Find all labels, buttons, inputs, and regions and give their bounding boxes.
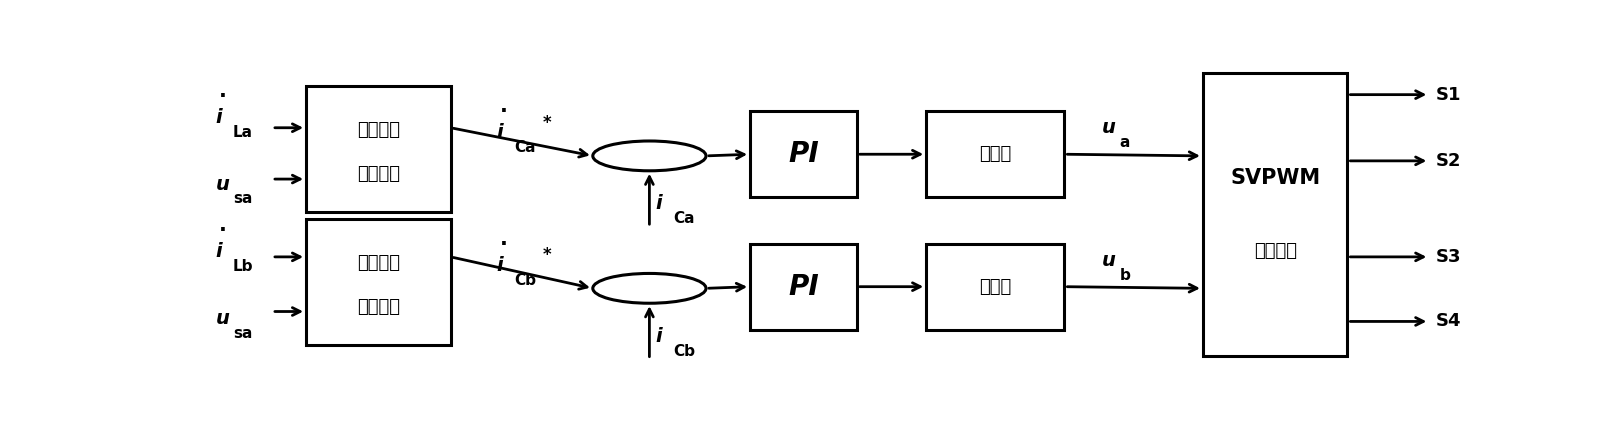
Text: 检测算法: 检测算法 [357, 298, 399, 316]
Text: PI: PI [789, 273, 820, 301]
Bar [307, 219, 451, 344]
Bar [750, 244, 857, 330]
Text: u: u [1102, 118, 1117, 137]
Text: u: u [1102, 251, 1117, 270]
Text: 单相电流: 单相电流 [357, 254, 399, 272]
Text: S1: S1 [1436, 86, 1461, 104]
Text: .: . [500, 229, 508, 249]
Text: i: i [497, 123, 503, 142]
Text: i: i [216, 243, 222, 261]
Bar [927, 111, 1065, 197]
Text: SVPWM: SVPWM [1230, 168, 1319, 188]
Text: u: u [216, 175, 229, 194]
Text: La: La [234, 125, 253, 140]
Text: *: * [544, 246, 552, 264]
Text: i: i [656, 194, 662, 213]
Text: 限幅器: 限幅器 [979, 145, 1011, 163]
Text: a: a [1120, 135, 1130, 150]
Text: u: u [216, 309, 229, 328]
Text: Ca: Ca [514, 140, 536, 155]
Text: 限幅器: 限幅器 [979, 278, 1011, 296]
Text: S4: S4 [1436, 313, 1461, 330]
Text: .: . [219, 215, 227, 235]
Bar [750, 111, 857, 197]
Text: S2: S2 [1436, 152, 1461, 170]
Circle shape [592, 273, 706, 303]
Text: *: * [544, 114, 552, 132]
Text: 检测算法: 检测算法 [357, 166, 399, 184]
Text: 控制信号: 控制信号 [1253, 243, 1297, 261]
Text: PI: PI [789, 140, 820, 168]
Bar [927, 244, 1065, 330]
Bar [307, 86, 451, 212]
Text: Lb: Lb [234, 259, 253, 274]
Text: .: . [500, 96, 508, 116]
Text: Cb: Cb [674, 344, 695, 359]
Text: i: i [216, 108, 222, 127]
Text: 单相电流: 单相电流 [357, 121, 399, 139]
Circle shape [592, 141, 706, 171]
Text: Ca: Ca [674, 211, 695, 226]
Text: sa: sa [234, 326, 253, 341]
Text: sa: sa [234, 191, 253, 206]
Text: i: i [497, 256, 503, 275]
Bar [1203, 73, 1347, 356]
Text: Cb: Cb [514, 273, 536, 288]
Text: S3: S3 [1436, 248, 1461, 266]
Text: b: b [1120, 267, 1131, 283]
Text: i: i [656, 327, 662, 346]
Text: .: . [219, 81, 227, 101]
